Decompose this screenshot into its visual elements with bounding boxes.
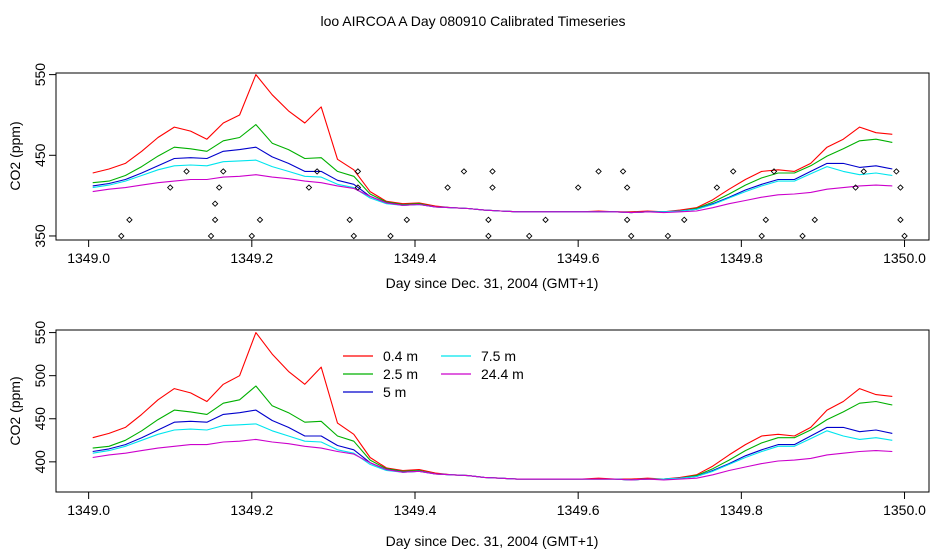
x-tick-label: 1349.4 [394,250,437,266]
y-tick-label: 550 [32,63,48,87]
marker-point [211,216,219,224]
marker-point [758,232,765,240]
panel-2-x-axis-label: Day since Dec. 31, 2004 (GMT+1) [386,533,599,549]
panel-1-series-line [92,146,893,214]
y-tick-label: 450 [32,407,48,431]
marker-point [485,232,492,240]
panel-1-series-line [92,74,893,213]
marker-point [444,184,451,191]
marker-point [811,216,819,224]
panel-1-x-axis-label: Day since Dec. 31, 2004 (GMT+1) [386,275,599,291]
x-tick-label: 1349.8 [720,250,763,266]
marker-point [489,168,496,175]
marker-point [770,168,778,175]
y-tick-label: 550 [32,321,48,345]
x-tick-label: 1349.2 [230,250,273,266]
legend-label: 0.4 m [383,348,418,364]
panel-2: 1349.0 1349.2 1349.4 1349.6 1349.8 1350.0 400… [7,321,930,549]
y-tick-label: 450 [32,143,48,167]
panel-1-lines [92,74,893,214]
marker-point [627,232,635,240]
marker-point [574,184,582,191]
marker-point [354,168,362,175]
marker-point [215,184,223,191]
panel-1-plot-box [55,72,930,241]
panel-2-series-line [92,438,893,481]
marker-point [762,216,770,224]
marker-point [118,232,125,240]
panel-2-lines [92,332,893,481]
marker-point [211,200,219,207]
legend-label: 24.4 m [481,366,524,382]
marker-point [799,232,806,240]
legend-label: 7.5 m [481,348,516,364]
legend-label: 2.5 m [383,366,418,382]
legend-label: 5 m [383,384,406,400]
x-tick-label: 1349.8 [720,502,763,518]
x-tick-label: 1349.2 [230,502,273,518]
marker-point [901,232,908,240]
panel-1-markers [118,168,908,240]
y-tick-label: 500 [32,364,48,388]
marker-point [460,168,468,175]
marker-point [354,184,362,191]
x-tick-label: 1349.6 [557,502,600,518]
panel-2-series-line [92,409,893,481]
marker-point [860,168,867,175]
panel-2-plot-box [55,329,930,493]
x-tick-label: 1349.6 [557,250,600,266]
marker-point [248,232,256,240]
marker-point [897,216,904,224]
marker-point [346,216,353,224]
marker-point [313,168,321,175]
marker-point [256,216,264,224]
marker-point [485,216,492,224]
marker-point [893,168,900,175]
panel-1-series-line [92,174,893,214]
panel-2-y-axis-label: CO2 (ppm) [7,376,23,445]
panel-2-y-axis: 400 450 500 550 [32,321,56,474]
marker-point [183,168,190,175]
marker-point [680,216,688,224]
panel-2-legend: 0.4 m 2.5 m 5 m 7.5 m 24.4 m [343,348,524,400]
marker-point [305,184,313,191]
marker-point [542,216,549,224]
marker-point [897,184,904,191]
marker-point [619,168,627,175]
y-tick-label: 400 [32,450,48,474]
marker-point [489,184,496,191]
marker-point [525,232,533,240]
panel-1-x-axis: 1349.0 1349.2 1349.4 1349.6 1349.8 1350.0 [67,240,926,266]
marker-point [387,232,394,240]
marker-point [623,216,631,224]
marker-point [126,216,133,224]
panel-2-x-axis: 1349.0 1349.2 1349.4 1349.6 1349.8 1350.0 [67,492,926,518]
x-tick-label: 1350.0 [883,250,926,266]
marker-point [713,184,721,191]
marker-point [166,184,174,191]
panel-1-y-axis-label: CO2 (ppm) [7,121,23,190]
marker-point [729,168,737,175]
x-tick-label: 1349.4 [394,502,437,518]
x-tick-label: 1349.0 [67,250,110,266]
y-tick-label: 350 [32,224,48,248]
marker-point [623,184,631,191]
x-tick-label: 1350.0 [883,502,926,518]
panel-2-series-line [92,423,893,481]
marker-point [403,216,411,224]
panel-1-series-line [92,159,893,214]
x-tick-label: 1349.0 [67,502,110,518]
panel-2-series-line [92,385,893,481]
marker-point [664,232,672,240]
marker-point [350,232,358,240]
panel-1: 1349.0 1349.2 1349.4 1349.6 1349.8 1350.0 350… [7,63,930,291]
marker-point [220,168,227,175]
panel-1-y-axis: 350 450 550 [32,63,56,248]
figure-title: loo AIRCOA A Day 080910 Calibrated Times… [320,13,625,29]
marker-point [852,184,859,191]
marker-point [207,232,215,240]
marker-point [595,168,602,175]
